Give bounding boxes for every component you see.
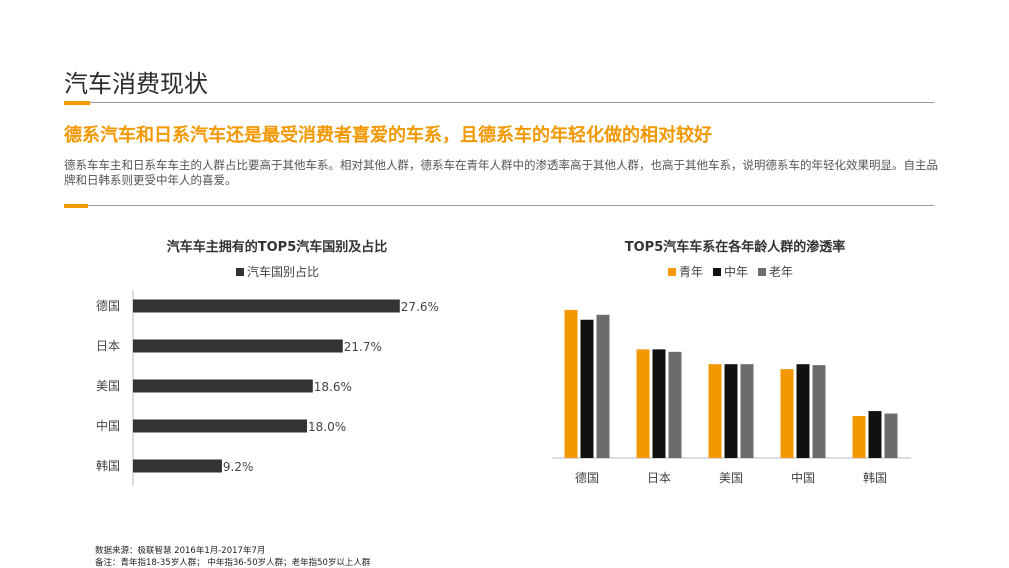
data-label: 18.0% (308, 420, 346, 434)
category-label: 日本 (647, 471, 671, 485)
category-label: 韩国 (96, 458, 120, 473)
bar-中国-老年 (812, 365, 826, 458)
category-label: 韩国 (863, 470, 887, 485)
left-bar-chart: 德国 27.6% 日本 21.7% 美国 18.6% 中国 18.0% 韩国 9.2% (96, 290, 439, 486)
bar-中国-中年 (796, 364, 810, 458)
category-label: 德国 (575, 470, 599, 485)
bar-美国-青年 (708, 364, 722, 458)
bar-德国-中年 (580, 319, 594, 458)
bar-日本-中年 (652, 349, 666, 458)
remark-note: 备注：青年指18-35岁人群； 中年指36-50岁人群；老年指50岁以上人群 (95, 558, 371, 568)
legend-label-middle: 中年 (724, 265, 749, 279)
bar-韩国-中年 (868, 411, 882, 458)
data-label: 9.2% (223, 460, 254, 474)
bar-中国 (133, 419, 307, 433)
right-grouped-bar-chart: 德国 日本 美国 中国 韩国 (552, 309, 911, 485)
bar-日本-青年 (636, 349, 650, 458)
legend-swatch-old (758, 267, 767, 276)
category-label: 日本 (96, 339, 120, 353)
legend-swatch-middle (713, 267, 722, 276)
title-accent-bar (64, 101, 90, 105)
right-chart-legend: 青年 中年 老年 (668, 263, 803, 280)
data-label: 18.6% (314, 380, 352, 394)
category-label: 美国 (719, 471, 743, 485)
legend-label-young: 青年 (679, 265, 704, 279)
section-accent-bar (64, 204, 88, 208)
source-note: 数据来源：极联智慧 2016年1月-2017年7月 (95, 546, 266, 556)
data-label: 27.6% (401, 300, 439, 314)
category-label: 德国 (96, 298, 120, 313)
bar-德国 (133, 299, 400, 313)
bar-中国-青年 (780, 369, 794, 458)
bar-美国-中年 (724, 364, 738, 458)
page-title: 汽车消费现状 (64, 70, 208, 98)
bar-韩国-青年 (852, 416, 866, 458)
bar-日本 (133, 339, 343, 353)
bar-韩国 (133, 459, 222, 473)
category-label: 中国 (791, 470, 815, 485)
category-label: 中国 (96, 418, 120, 433)
bar-德国-老年 (596, 314, 610, 458)
right-chart-title: TOP5汽车车系在各年龄人群的渗透率 (624, 240, 846, 255)
legend-item-old: 老年 (758, 263, 793, 280)
legend-item-middle: 中年 (713, 263, 748, 280)
section-divider (64, 205, 934, 206)
legend-swatch-young (668, 267, 676, 276)
headline: 德系汽车和日系汽车还是最受消费者喜爱的车系，且德系车的年轻化做的相对较好 (64, 125, 712, 146)
legend-label-old: 老年 (769, 265, 794, 279)
bar-美国-老年 (740, 364, 754, 458)
bar-韩国-老年 (884, 413, 898, 458)
description: 德系车车主和日系车车主的人群占比要高于其他车系。相对其他人群，德系车在青年人群中… (64, 158, 938, 187)
legend-label-share: 汽车国别占比 (247, 265, 320, 279)
left-chart-legend: 汽车国别占比 (236, 263, 319, 280)
data-label: 21.7% (344, 340, 382, 354)
title-divider (64, 102, 934, 103)
bar-美国 (133, 379, 313, 393)
legend-swatch (236, 267, 244, 276)
bar-日本-老年 (668, 351, 682, 458)
category-label: 美国 (96, 379, 120, 393)
bar-德国-青年 (564, 309, 578, 458)
left-chart-title: 汽车车主拥有的TOP5汽车国别及占比 (166, 240, 388, 255)
legend-item-young: 青年 (668, 263, 703, 280)
